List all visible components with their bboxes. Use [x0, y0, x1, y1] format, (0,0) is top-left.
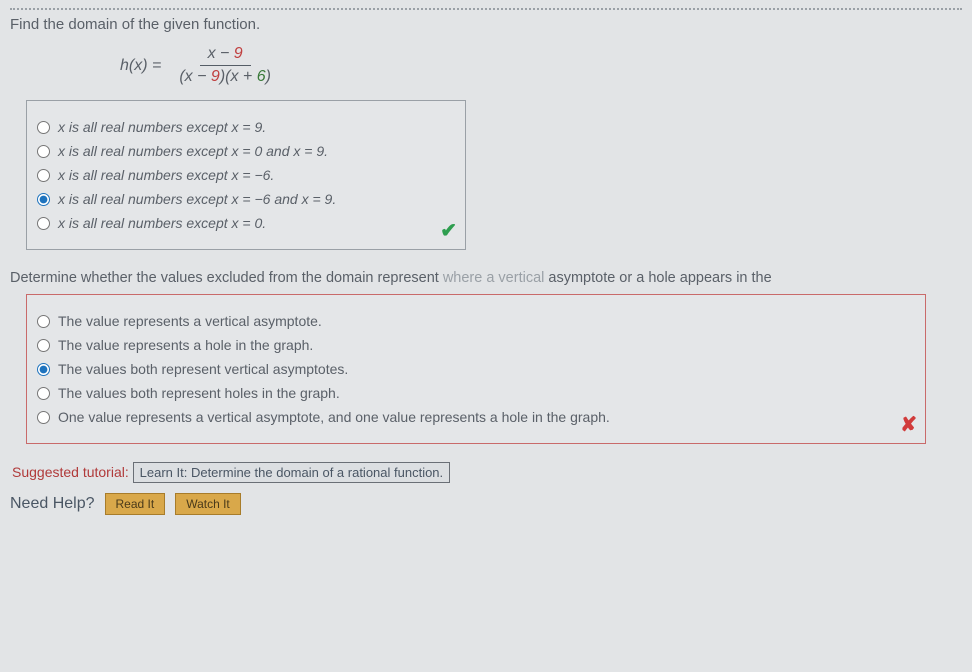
num-prefix: x −: [208, 45, 234, 62]
q2-option-label-1: The value represents a hole in the graph…: [58, 337, 313, 353]
num-val: 9: [234, 45, 243, 62]
q2-radio-1[interactable]: [37, 339, 50, 352]
q1-radio-4[interactable]: [37, 217, 50, 230]
q1-option-0[interactable]: x is all real numbers except x = 9.: [37, 119, 453, 135]
function-label: h(x) =: [120, 57, 161, 75]
q2-prompt-pre: Determine whether the values excluded fr…: [10, 270, 443, 286]
q2-option-3[interactable]: The values both represent holes in the g…: [37, 385, 913, 401]
q2-option-label-4: One value represents a vertical asymptot…: [58, 409, 610, 425]
top-divider: [10, 8, 962, 10]
help-button-read[interactable]: Read It: [105, 493, 166, 515]
q2-option-label-0: The value represents a vertical asymptot…: [58, 313, 322, 329]
q1-feedback-icon: ✔: [440, 218, 457, 243]
den-end: ): [266, 68, 271, 85]
help-button-watch[interactable]: Watch It: [175, 493, 241, 515]
tutorial-row: Suggested tutorial: Learn It: Determine …: [12, 462, 962, 483]
q2-radio-2[interactable]: [37, 363, 50, 376]
q2-option-1[interactable]: The value represents a hole in the graph…: [37, 337, 913, 353]
q1-radio-2[interactable]: [37, 169, 50, 182]
q1-answer-box: x is all real numbers except x = 9. x is…: [26, 100, 466, 250]
den-p1: (x −: [179, 68, 211, 85]
q2-radio-3[interactable]: [37, 387, 50, 400]
q2-prompt: Determine whether the values excluded fr…: [10, 270, 962, 286]
q1-option-label-4: x is all real numbers except x = 0.: [58, 215, 266, 231]
den-v1: 9: [211, 68, 220, 85]
den-mid: )(x +: [220, 68, 257, 85]
q2-option-0[interactable]: The value represents a vertical asymptot…: [37, 313, 913, 329]
tutorial-label: Suggested tutorial:: [12, 464, 129, 480]
need-help-label: Need Help?: [10, 495, 95, 513]
q2-prompt-post: asymptote or a hole appears in the: [544, 270, 771, 286]
q1-prompt: Find the domain of the given function.: [10, 16, 962, 33]
q1-radio-3[interactable]: [37, 193, 50, 206]
den-v2: 6: [257, 68, 266, 85]
q2-option-4[interactable]: One value represents a vertical asymptot…: [37, 409, 913, 425]
q1-option-label-0: x is all real numbers except x = 9.: [58, 119, 266, 135]
q1-option-4[interactable]: x is all real numbers except x = 0.: [37, 215, 453, 231]
q2-prompt-faint: where a vertical: [443, 270, 545, 286]
q1-radio-1[interactable]: [37, 145, 50, 158]
q1-option-1[interactable]: x is all real numbers except x = 0 and x…: [37, 143, 453, 159]
q1-option-label-2: x is all real numbers except x = −6.: [58, 167, 274, 183]
q1-option-2[interactable]: x is all real numbers except x = −6.: [37, 167, 453, 183]
q1-option-label-3: x is all real numbers except x = −6 and …: [58, 191, 336, 207]
q1-option-3[interactable]: x is all real numbers except x = −6 and …: [37, 191, 453, 207]
q2-feedback-icon: ✘: [900, 412, 917, 437]
q2-radio-4[interactable]: [37, 411, 50, 424]
q2-option-2[interactable]: The values both represent vertical asymp…: [37, 361, 913, 377]
q1-option-label-1: x is all real numbers except x = 0 and x…: [58, 143, 328, 159]
numerator: x − 9: [200, 45, 251, 66]
q2-option-label-2: The values both represent vertical asymp…: [58, 361, 348, 377]
help-row: Need Help? Read It Watch It: [10, 493, 962, 515]
q1-formula: h(x) = x − 9 (x − 9)(x + 6): [120, 45, 962, 86]
q2-radio-0[interactable]: [37, 315, 50, 328]
q2-option-label-3: The values both represent holes in the g…: [58, 385, 340, 401]
fraction: x − 9 (x − 9)(x + 6): [171, 45, 279, 86]
q2-answer-box: The value represents a vertical asymptot…: [26, 294, 926, 444]
q1-radio-0[interactable]: [37, 121, 50, 134]
tutorial-link[interactable]: Learn It: Determine the domain of a rati…: [133, 462, 451, 483]
denominator: (x − 9)(x + 6): [171, 66, 279, 86]
